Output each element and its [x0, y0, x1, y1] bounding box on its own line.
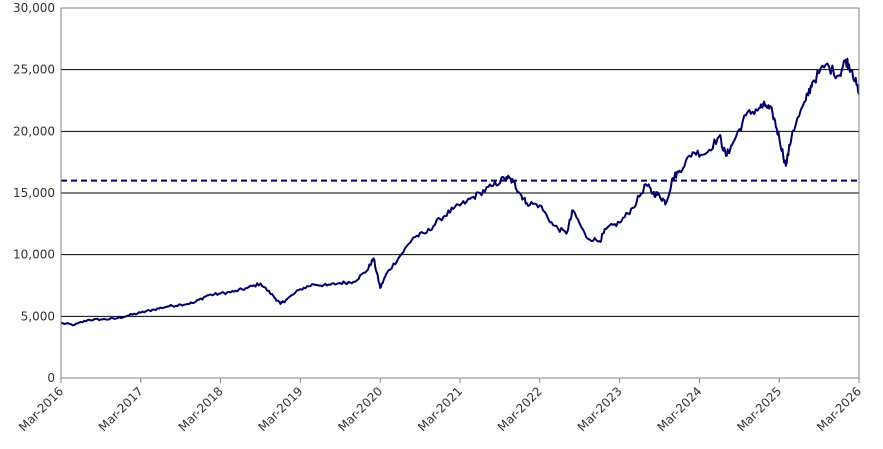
series-line	[61, 57, 860, 327]
x-tick-label: Mar-2021	[415, 384, 465, 434]
x-tick-label: Mar-2019	[255, 384, 305, 434]
x-tick-label: Mar-2018	[176, 384, 226, 434]
y-tick-label: 5,000	[21, 309, 55, 323]
y-tick-label: 15,000	[13, 186, 55, 200]
x-tick-label: Mar-2024	[654, 384, 704, 434]
plot-border	[60, 7, 860, 379]
y-tick-label: 30,000	[13, 1, 55, 15]
y-tick-label: 25,000	[13, 63, 55, 77]
y-tick-label: 10,000	[13, 248, 55, 262]
y-tick-label: 0	[47, 371, 55, 385]
gridlines	[61, 69, 859, 317]
x-tick-label: Mar-2023	[575, 384, 625, 434]
x-tick-label: Mar-2016	[16, 384, 66, 434]
x-axis: Mar-2016 Mar-2017 Mar-2018 Mar-2019 Mar-2020…	[16, 378, 864, 434]
x-tick-label: Mar-2026	[814, 384, 864, 434]
x-tick-label: Mar-2020	[335, 384, 385, 434]
x-tick-label: Mar-2017	[96, 384, 146, 434]
y-tick-label: 20,000	[13, 124, 55, 138]
y-axis-ticks: 0 5,000 10,000 15,000 20,000 25,000 30,000	[13, 1, 55, 385]
x-tick-label: Mar-2022	[495, 384, 545, 434]
x-tick-label: Mar-2025	[734, 384, 784, 434]
